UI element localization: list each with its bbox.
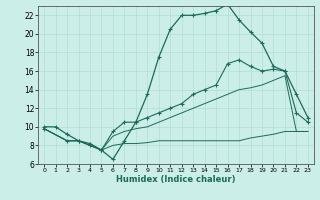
X-axis label: Humidex (Indice chaleur): Humidex (Indice chaleur) (116, 175, 236, 184)
